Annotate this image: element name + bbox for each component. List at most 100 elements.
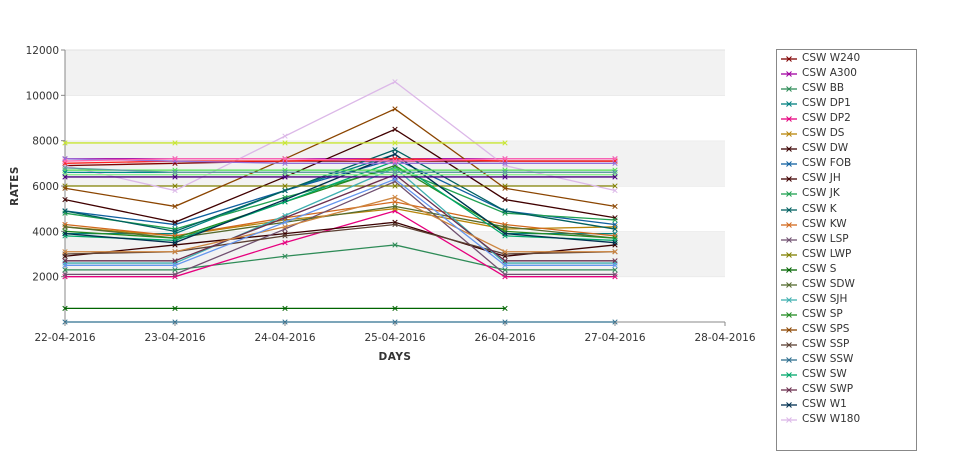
legend-swatch bbox=[781, 311, 797, 318]
data-point bbox=[172, 258, 178, 264]
series-29 bbox=[62, 172, 618, 178]
data-point bbox=[502, 140, 508, 146]
data-point bbox=[612, 262, 618, 268]
series-line bbox=[65, 180, 615, 276]
y-tick-label: 2000 bbox=[32, 272, 59, 284]
data-point bbox=[62, 174, 68, 180]
legend-swatch bbox=[781, 116, 797, 123]
data-point bbox=[502, 158, 508, 164]
series-line bbox=[65, 196, 615, 253]
data-point bbox=[172, 242, 178, 248]
data-point bbox=[612, 187, 618, 194]
series-18 bbox=[62, 106, 618, 210]
data-point bbox=[172, 305, 178, 312]
legend-item: CSW JK bbox=[777, 187, 916, 201]
legend-label: CSW DW bbox=[802, 142, 849, 155]
legend-item: CSW SSP bbox=[777, 338, 916, 352]
series-line bbox=[64, 201, 616, 237]
data-point bbox=[62, 156, 68, 162]
data-point bbox=[502, 271, 508, 278]
data-point bbox=[612, 169, 618, 176]
data-point bbox=[282, 215, 288, 221]
data-point bbox=[172, 228, 178, 234]
data-point bbox=[502, 230, 508, 237]
data-point bbox=[282, 156, 288, 162]
series-25 bbox=[62, 140, 508, 146]
legend-label: CSW SWP bbox=[802, 383, 854, 396]
data-point bbox=[392, 140, 398, 146]
data-point bbox=[392, 174, 398, 180]
data-point bbox=[62, 160, 68, 166]
data-point bbox=[62, 196, 68, 203]
series-line bbox=[65, 167, 615, 264]
legend-item: CSW JH bbox=[777, 172, 916, 186]
data-point bbox=[392, 156, 398, 162]
legend-label: CSW K bbox=[802, 202, 837, 215]
data-point bbox=[612, 183, 618, 189]
legend-item: CSW W240 bbox=[777, 52, 916, 66]
data-point bbox=[502, 251, 508, 257]
grid-band bbox=[65, 276, 725, 322]
legend-label: CSW JH bbox=[802, 172, 841, 185]
legend-item: CSW W1 bbox=[777, 398, 916, 412]
data-point bbox=[502, 162, 508, 169]
data-point bbox=[392, 203, 398, 210]
legend-swatch bbox=[781, 357, 797, 363]
data-point bbox=[502, 174, 508, 180]
legend-item: CSW SDW bbox=[777, 278, 916, 292]
data-point bbox=[392, 183, 398, 189]
data-point bbox=[612, 235, 618, 241]
y-tick-label: 8000 bbox=[32, 136, 59, 148]
data-point bbox=[172, 240, 178, 246]
data-point bbox=[392, 169, 398, 176]
legend-item: CSW K bbox=[777, 203, 916, 217]
legend-item: CSW DW bbox=[777, 142, 916, 156]
data-point bbox=[392, 106, 398, 112]
data-point bbox=[502, 172, 508, 178]
data-point bbox=[172, 203, 178, 210]
legend-item: CSW DS bbox=[777, 127, 916, 141]
legend-label: CSW BB bbox=[802, 82, 845, 95]
data-point bbox=[282, 224, 288, 230]
data-point bbox=[282, 187, 288, 194]
legend-item: CSW A300 bbox=[777, 67, 916, 81]
data-point bbox=[612, 258, 618, 264]
series-31 bbox=[62, 165, 618, 176]
x-tick-label: 23-04-2016 bbox=[144, 332, 205, 344]
data-point bbox=[172, 271, 178, 278]
series-line bbox=[64, 221, 616, 257]
data-point bbox=[502, 208, 508, 214]
series-line bbox=[64, 158, 615, 162]
data-point bbox=[392, 242, 398, 248]
data-point bbox=[282, 167, 288, 173]
legend-swatch bbox=[781, 101, 797, 107]
data-point bbox=[612, 221, 618, 228]
data-point bbox=[392, 160, 398, 166]
series-line bbox=[64, 108, 616, 208]
series-34 bbox=[62, 194, 618, 255]
data-point bbox=[612, 174, 618, 180]
series-line bbox=[65, 173, 615, 262]
grid-band bbox=[65, 50, 725, 96]
legend-swatch bbox=[781, 131, 797, 138]
legend-label: CSW JK bbox=[802, 187, 840, 200]
data-point bbox=[612, 167, 618, 173]
series-line bbox=[64, 205, 616, 239]
legend-item: CSW SWP bbox=[777, 383, 916, 397]
data-point bbox=[172, 174, 178, 180]
legend-swatch bbox=[781, 266, 797, 273]
series-35 bbox=[62, 176, 618, 268]
legend-item: CSW W180 bbox=[777, 413, 916, 427]
data-point bbox=[502, 305, 508, 312]
data-point bbox=[62, 208, 68, 214]
grid-band bbox=[65, 95, 725, 141]
data-point bbox=[392, 79, 398, 85]
x-tick-label: 24-04-2016 bbox=[254, 332, 315, 344]
legend-label: CSW W180 bbox=[802, 413, 861, 426]
y-tick-label: 4000 bbox=[32, 226, 59, 238]
data-point bbox=[612, 172, 618, 178]
data-point bbox=[172, 167, 178, 173]
data-point bbox=[612, 260, 618, 266]
data-point bbox=[62, 258, 68, 264]
data-point bbox=[612, 226, 618, 232]
